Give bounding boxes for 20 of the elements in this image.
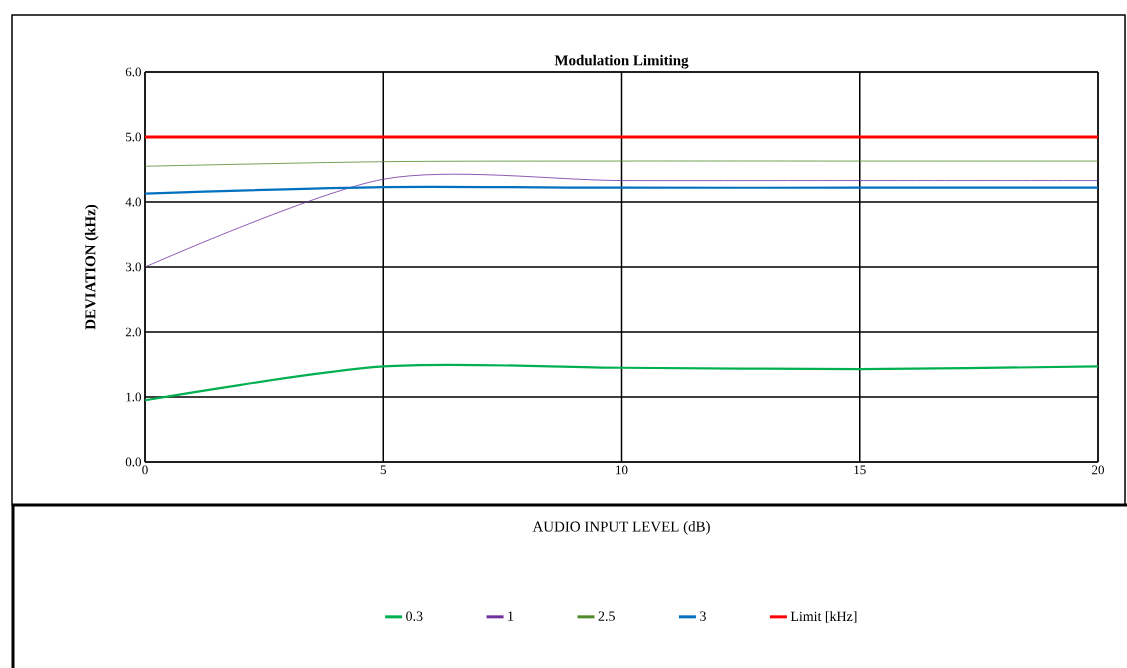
y-tick-label: 1.0 — [126, 392, 141, 402]
x-tick-label: 10 — [616, 465, 628, 475]
y-tick-label: 5.0 — [126, 132, 141, 142]
legend-label: 2.5 — [598, 611, 615, 621]
legend-label: 1 — [508, 611, 514, 621]
y-axis-title: DEVIATION (kHz) — [84, 204, 99, 330]
legend-label: 3 — [700, 611, 706, 621]
legend-label: 0.3 — [406, 611, 423, 621]
x-tick-label: 20 — [1092, 465, 1104, 475]
y-tick-label: 2.0 — [125, 327, 141, 337]
legend-label: Limit [kHz] — [790, 611, 857, 623]
x-tick-label: 5 — [380, 465, 386, 475]
chart-title: Modulation Limiting — [554, 54, 689, 69]
x-tick-label: 15 — [854, 465, 866, 475]
y-tick-label: 0.0 — [125, 457, 141, 467]
x-tick-label: 0 — [142, 465, 148, 475]
y-tick-label: 3.0 — [125, 262, 141, 272]
x-axis-title: AUDIO INPUT LEVEL (dB) — [532, 521, 710, 535]
y-tick-label: 6.0 — [125, 67, 141, 77]
y-tick-label: 4.0 — [125, 197, 141, 207]
